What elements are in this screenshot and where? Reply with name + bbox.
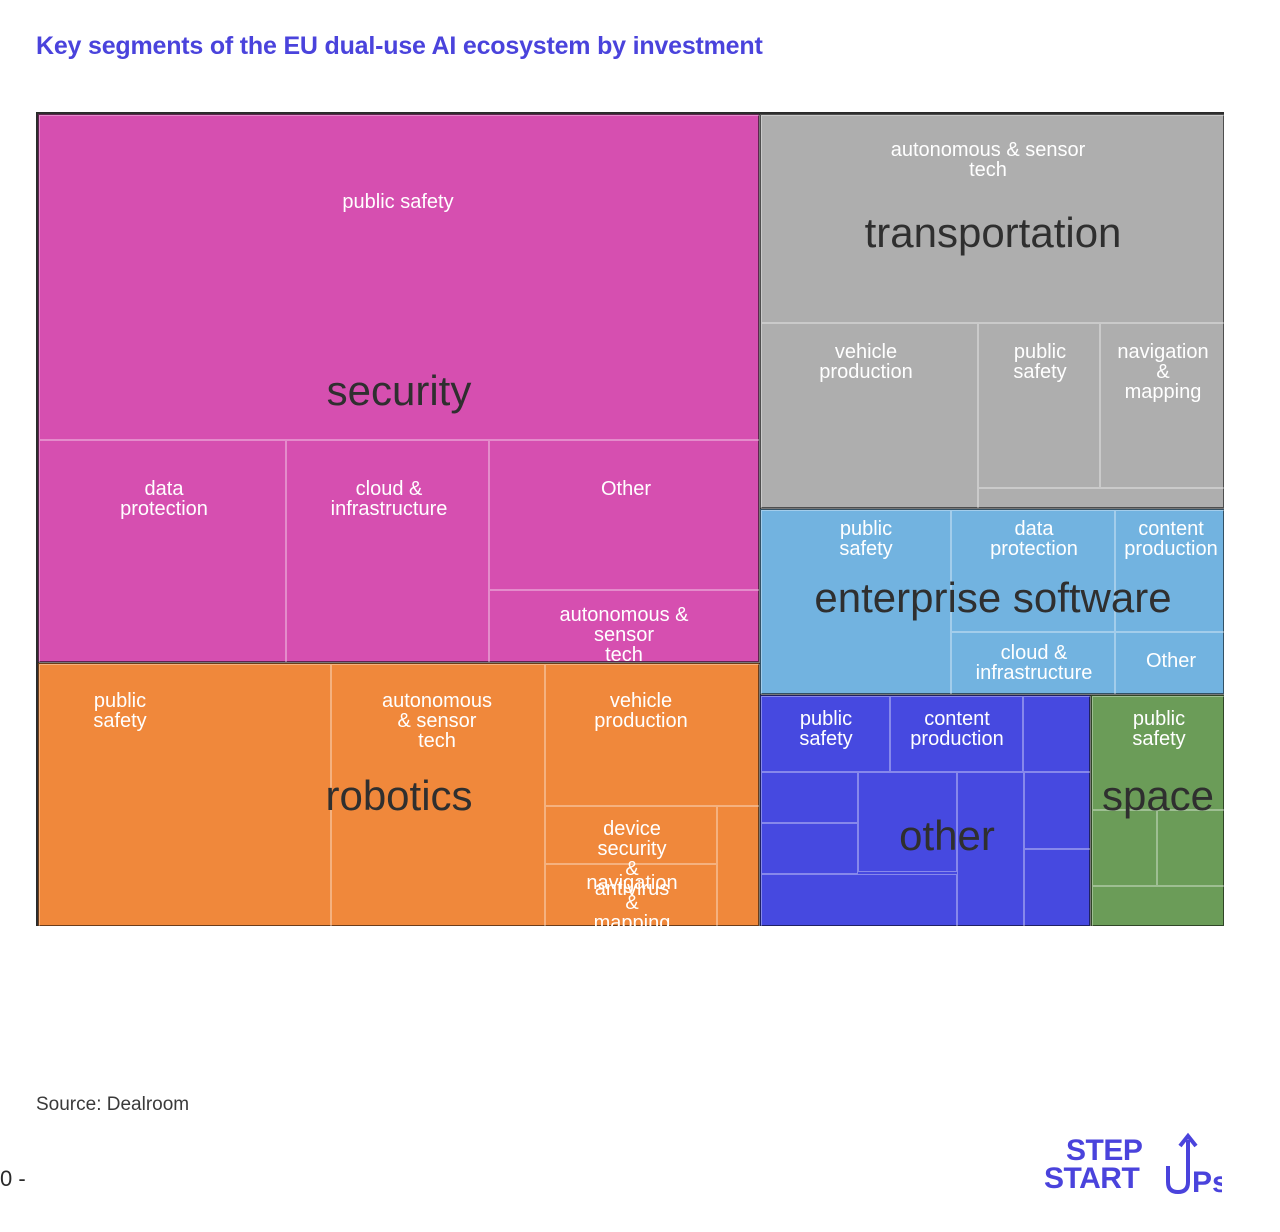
segment-enterprise-software: public safety data protection content prod… bbox=[760, 509, 1225, 695]
cell-label: public safety bbox=[1132, 708, 1186, 750]
treemap-cell: public safety bbox=[39, 115, 760, 440]
treemap-cell bbox=[957, 772, 1024, 927]
cell-label: cloud & infrastructure bbox=[975, 642, 1093, 684]
cell-label: Other bbox=[600, 478, 652, 500]
segment-label-other: other bbox=[899, 812, 995, 859]
cell-label: cloud & infrastructure bbox=[330, 478, 448, 520]
treemap-cell: cloud & infrastructure bbox=[286, 440, 489, 663]
cell-label: data protection bbox=[990, 518, 1078, 560]
logo-line-step: STEP bbox=[1066, 1134, 1143, 1167]
logo-line-start: START bbox=[1044, 1162, 1140, 1195]
cell-label: autonomous & sensor tech bbox=[381, 690, 493, 752]
chart-title: Key segments of the EU dual-use AI ecosy… bbox=[36, 32, 763, 60]
cell-label: public safety bbox=[799, 708, 853, 750]
stepstartups-logo: STEP START Ps bbox=[1044, 1132, 1226, 1194]
cell-label: autonomous & sensor tech bbox=[559, 604, 689, 666]
treemap-cell bbox=[1092, 810, 1157, 886]
page-number: 0 - bbox=[0, 1166, 26, 1191]
segment-label-space: space bbox=[1101, 772, 1215, 819]
cell-label: content production bbox=[1124, 518, 1218, 560]
cell-label: data protection bbox=[120, 478, 208, 520]
treemap-cell: data protection bbox=[951, 510, 1115, 632]
treemap-cell: vehicle production bbox=[761, 323, 978, 509]
cell-label: content production bbox=[910, 708, 1004, 750]
treemap-cell: autonomous & sensor tech bbox=[331, 664, 545, 927]
treemap-cell bbox=[717, 806, 760, 927]
treemap-chart: public safety data protection cloud & infr… bbox=[36, 112, 1225, 933]
segment-label-security: security bbox=[326, 367, 472, 414]
treemap-cell: data protection bbox=[39, 440, 286, 663]
treemap-cell: public safety bbox=[39, 664, 331, 927]
cell-label: device security & antivirus bbox=[594, 818, 670, 900]
cell-label: public safety bbox=[1013, 341, 1067, 383]
segment-transportation: autonomous & sensor tech vehicle producti… bbox=[760, 114, 1225, 509]
treemap-cell: content production bbox=[890, 696, 1023, 772]
treemap-cell bbox=[1092, 886, 1225, 927]
segment-security: public safety data protection cloud & infr… bbox=[38, 114, 760, 666]
treemap-cell: Other bbox=[489, 440, 760, 590]
treemap-cell: navigation & mapping bbox=[1100, 323, 1225, 488]
treemap-cell: public safety bbox=[761, 696, 890, 772]
treemap-cell: autonomous & sensor tech bbox=[489, 590, 760, 666]
segment-space: public safety space bbox=[1091, 695, 1225, 927]
segment-label-robotics: robotics bbox=[325, 772, 473, 819]
treemap-cell: cloud & infrastructure bbox=[951, 632, 1115, 695]
cell-label: autonomous & sensor tech bbox=[890, 139, 1086, 181]
treemap-cell bbox=[761, 772, 858, 823]
cell-label: public safety bbox=[342, 191, 454, 213]
cell-label: public safety bbox=[93, 690, 147, 732]
treemap-cell bbox=[1024, 772, 1091, 849]
treemap-cell bbox=[978, 488, 1225, 509]
cell-label: navigation & mapping bbox=[1117, 341, 1209, 403]
treemap-cell bbox=[1023, 696, 1091, 772]
treemap-cell: vehicle production bbox=[545, 664, 760, 806]
segment-label-enterprise-software: enterprise software bbox=[814, 574, 1172, 621]
segment-other: public safety content production other bbox=[760, 695, 1091, 927]
treemap-cell bbox=[761, 874, 957, 927]
cell-label: Other bbox=[1145, 650, 1197, 672]
cell-label: vehicle production bbox=[819, 341, 913, 383]
treemap-cell: navigation & mapping bbox=[545, 864, 717, 933]
segment-robotics: public safety autonomous & sensor tech veh… bbox=[38, 663, 760, 933]
treemap-cell: public safety bbox=[761, 510, 951, 695]
cell-label: public safety bbox=[839, 518, 893, 560]
treemap-cell bbox=[1157, 810, 1225, 886]
treemap-cell: autonomous & sensor tech bbox=[761, 115, 1225, 323]
treemap-cell: device security & antivirus bbox=[545, 806, 717, 899]
treemap-cell bbox=[761, 823, 858, 874]
cell-label: navigation & mapping bbox=[586, 872, 678, 934]
treemap-cell: Other bbox=[1115, 632, 1225, 695]
treemap-cell: public safety bbox=[978, 323, 1100, 488]
treemap-cell: content production bbox=[1115, 510, 1225, 632]
treemap-cell: public safety bbox=[1092, 696, 1225, 810]
treemap-cell bbox=[1024, 849, 1091, 927]
up-arrow-icon: Ps bbox=[1166, 1132, 1222, 1194]
segment-label-transportation: transportation bbox=[864, 209, 1122, 256]
svg-text:Ps: Ps bbox=[1192, 1166, 1222, 1194]
treemap-cell bbox=[858, 772, 957, 872]
source-note: Source: Dealroom bbox=[36, 1094, 190, 1115]
cell-label: vehicle production bbox=[594, 690, 688, 732]
